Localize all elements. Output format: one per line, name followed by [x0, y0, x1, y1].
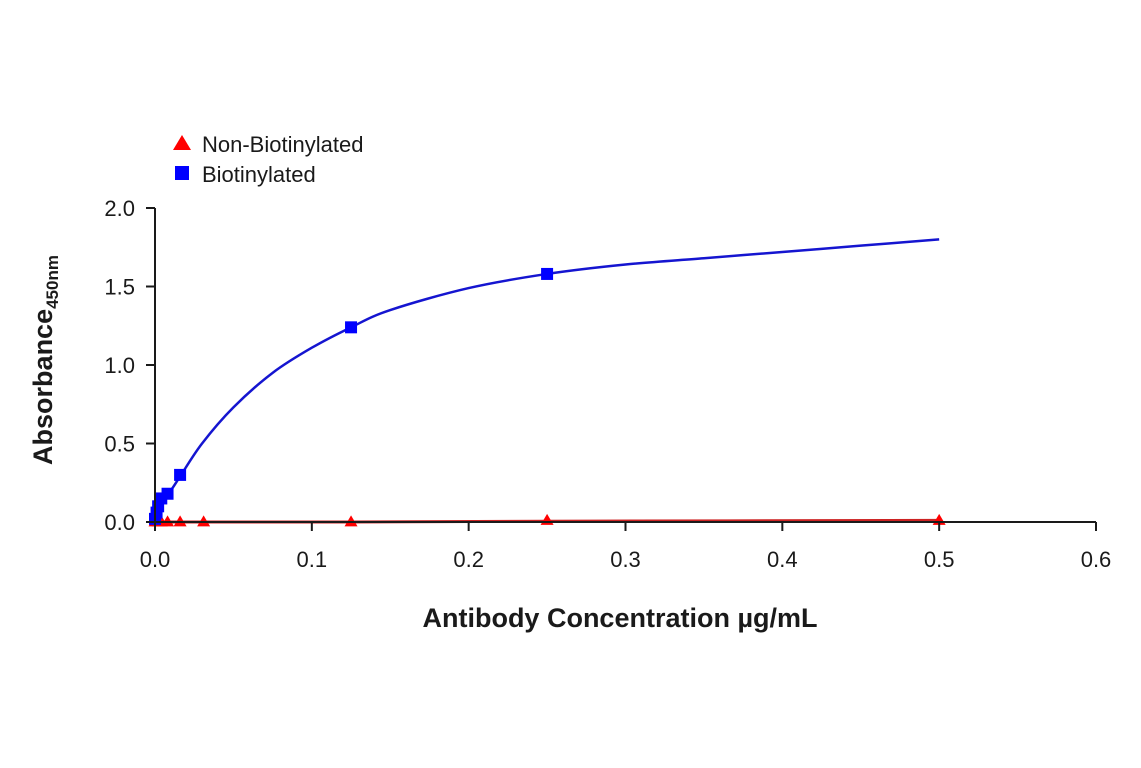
data-point-biotinylated — [150, 506, 163, 519]
legend-label-biotinylated: Biotinylated — [202, 162, 316, 187]
x-tick-label: 0.6 — [1081, 547, 1112, 572]
data-point-non-biotinylated — [344, 515, 358, 527]
plot-area — [148, 238, 946, 527]
legend: Non-Biotinylated Biotinylated — [173, 132, 363, 187]
y-axis-title-main: Absorbance — [28, 309, 58, 465]
legend-marker-non-biotinylated — [173, 135, 191, 150]
data-point-biotinylated — [541, 267, 554, 280]
legend-label-non-biotinylated: Non-Biotinylated — [202, 132, 363, 157]
x-tick-label: 0.3 — [610, 547, 641, 572]
x-axis: 0.0 0.1 0.2 0.3 0.4 0.5 0.6 — [140, 521, 1112, 572]
x-axis-title: Antibody Concentration µg/mL — [422, 603, 817, 633]
x-tick-label: 0.4 — [767, 547, 798, 572]
y-axis-title: Absorbance450nm — [28, 255, 62, 465]
x-tick-label: 0.5 — [924, 547, 955, 572]
data-point-non-biotinylated — [540, 513, 554, 525]
y-tick-label: 0.5 — [104, 432, 135, 457]
y-tick-label: 1.5 — [104, 275, 135, 300]
y-axis: 0.0 0.5 1.0 1.5 2.0 — [104, 196, 156, 535]
x-tick-label: 0.1 — [297, 547, 328, 572]
fit-curve-biotinylated — [153, 238, 940, 523]
x-tick-label: 0.0 — [140, 547, 171, 572]
data-point-biotinylated — [161, 487, 174, 500]
data-point-biotinylated — [345, 321, 358, 334]
data-point-biotinylated — [174, 468, 187, 481]
data-point-non-biotinylated — [197, 515, 211, 527]
data-point-non-biotinylated — [161, 515, 175, 527]
y-tick-label: 0.0 — [104, 510, 135, 535]
data-point-non-biotinylated — [173, 515, 187, 527]
x-tick-label: 0.2 — [453, 547, 484, 572]
y-tick-label: 2.0 — [104, 196, 135, 221]
y-axis-title-subscript: 450nm — [43, 255, 62, 309]
y-tick-label: 1.0 — [104, 353, 135, 378]
legend-marker-biotinylated — [175, 166, 189, 180]
